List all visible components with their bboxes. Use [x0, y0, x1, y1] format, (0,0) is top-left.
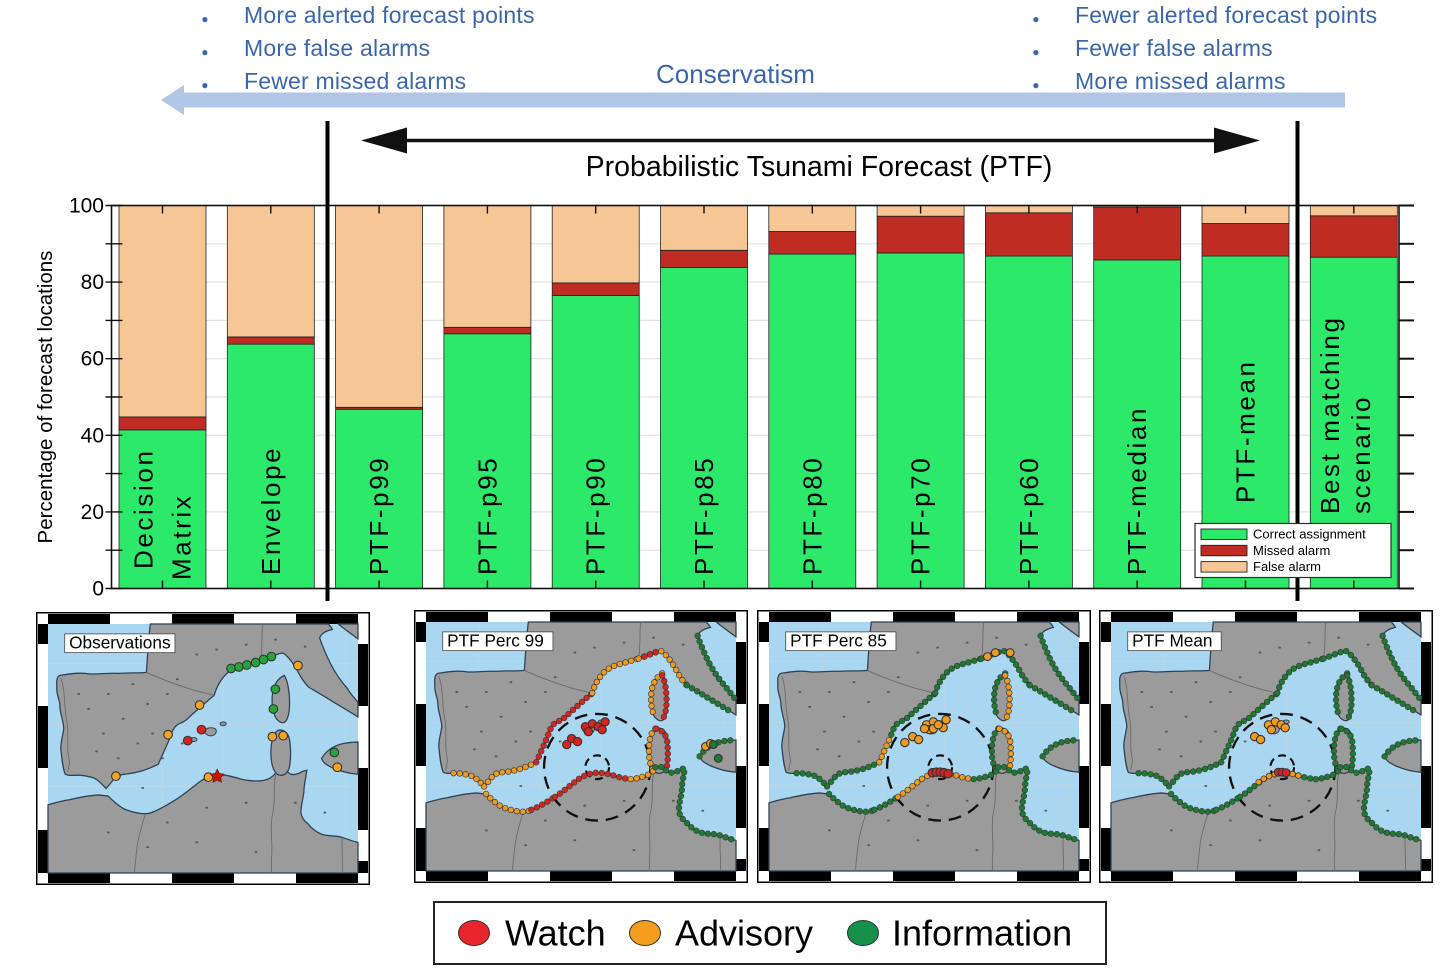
svg-text:0: 0	[92, 578, 104, 601]
svg-text:80: 80	[81, 271, 104, 294]
svg-text:PTF-p60: PTF-p60	[1014, 456, 1044, 575]
svg-text:PTF-p99: PTF-p99	[364, 456, 394, 575]
svg-text:PTF-p70: PTF-p70	[906, 456, 936, 575]
svg-text:Percentage of forecast locatio: Percentage of forecast locations	[34, 251, 57, 544]
svg-text:Envelope: Envelope	[256, 446, 286, 575]
svg-text:Advisory: Advisory	[675, 913, 813, 954]
svg-text:Best matching: Best matching	[1315, 315, 1345, 514]
svg-text:PTF-p80: PTF-p80	[797, 456, 827, 575]
svg-text:PTF-p85: PTF-p85	[689, 456, 719, 575]
svg-text:Observations: Observations	[69, 633, 170, 653]
svg-text:PTF Perc 99: PTF Perc 99	[447, 631, 544, 651]
svg-text:PTF-p95: PTF-p95	[472, 456, 502, 575]
svg-text:60: 60	[81, 348, 104, 371]
svg-text:Watch: Watch	[505, 913, 606, 954]
svg-text:40: 40	[81, 424, 104, 447]
svg-text:scenario: scenario	[1346, 395, 1376, 514]
svg-text:Probabilistic Tsunami Forecast: Probabilistic Tsunami Forecast (PTF)	[586, 151, 1053, 183]
svg-text:False alarm: False alarm	[1253, 559, 1321, 574]
svg-text:20: 20	[81, 501, 104, 524]
svg-text:Missed alarm: Missed alarm	[1253, 543, 1330, 558]
svg-text:Matrix: Matrix	[167, 494, 197, 580]
svg-text:Decision: Decision	[129, 448, 159, 569]
svg-text:Information: Information	[892, 913, 1072, 954]
svg-text:100: 100	[69, 195, 104, 218]
svg-text:PTF-p90: PTF-p90	[581, 456, 611, 575]
svg-text:Correct assignment: Correct assignment	[1253, 527, 1366, 542]
svg-text:PTF-mean: PTF-mean	[1231, 359, 1261, 503]
svg-text:PTF Perc 85: PTF Perc 85	[790, 631, 887, 651]
svg-text:PTF-median: PTF-median	[1122, 406, 1152, 575]
svg-text:PTF Mean: PTF Mean	[1132, 631, 1212, 651]
